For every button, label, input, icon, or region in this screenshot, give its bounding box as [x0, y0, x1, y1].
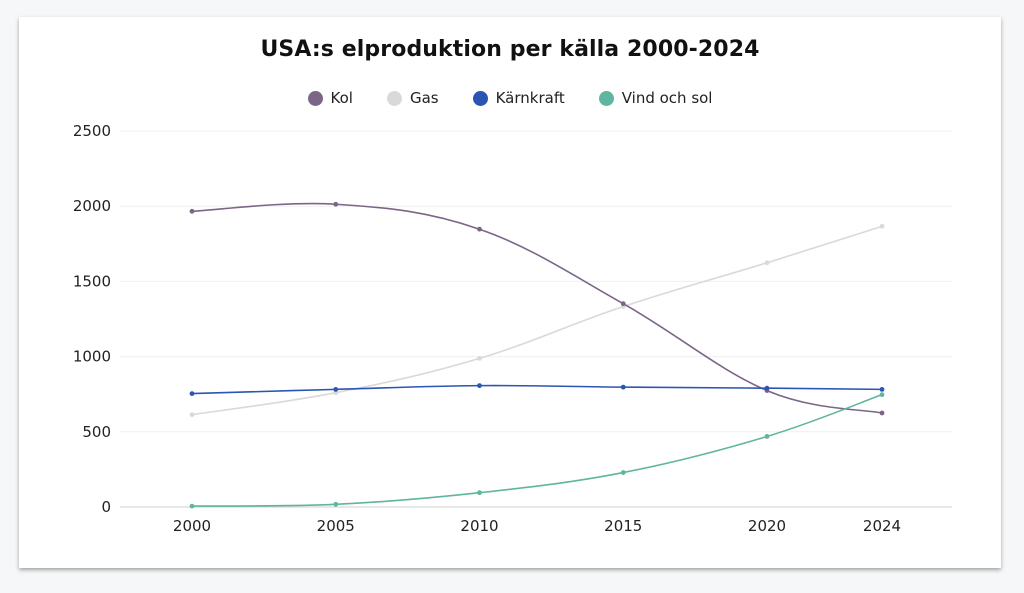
chart-card: USA:s elproduktion per källa 2000-2024 K…: [19, 17, 1001, 568]
data-point-gas-2024: [879, 223, 885, 229]
x-tick-label-2020: 2020: [748, 517, 786, 535]
data-point-gas-2020: [764, 260, 770, 266]
data-point-vind-och-sol-2024: [879, 392, 885, 398]
data-point-vind-och-sol-2000: [189, 503, 195, 509]
data-point-kol-2010: [477, 226, 482, 232]
data-point-vind-och-sol-2005: [333, 501, 339, 507]
y-tick-label-2500: 2500: [73, 122, 111, 140]
data-point-kol-2015: [620, 301, 626, 307]
legend-item-karnkraft[interactable]: Kärnkraft: [472, 89, 565, 107]
legend-swatch-gas: [386, 90, 402, 106]
data-point-kol-2024: [879, 410, 885, 416]
chart-legend: Kol Gas Kärnkraft Vind och sol: [19, 89, 1001, 107]
data-point-karnkraft-2024: [879, 386, 885, 392]
data-point-gas-2005: [333, 390, 339, 396]
data-point-karnkraft-2020: [764, 385, 770, 391]
x-tick-label-2005: 2005: [317, 517, 355, 535]
data-point-vind-och-sol-2020: [764, 434, 770, 439]
x-tick-label-2024: 2024: [863, 517, 901, 535]
data-point-kol-2005: [333, 201, 339, 207]
y-tick-label-500: 500: [82, 423, 111, 441]
data-point-gas-2010: [477, 356, 482, 361]
legend-item-kol[interactable]: Kol: [307, 89, 353, 107]
legend-swatch-kol: [307, 90, 323, 106]
y-tick-label-1000: 1000: [73, 348, 111, 366]
line-chart-plot: 0 500 1000 1500 2000 2500 2000 2005 2010 2015 2020…: [73, 122, 952, 535]
data-point-karnkraft-2000: [189, 391, 195, 396]
chart-title: USA:s elproduktion per källa 2000-2024: [260, 37, 760, 62]
series-line-karnkraft: [191, 384, 883, 395]
y-tick-label-1500: 1500: [73, 272, 111, 290]
series-line-kol: [191, 202, 883, 414]
data-point-kol-2000: [189, 208, 195, 214]
data-point-karnkraft-2015: [620, 384, 626, 390]
x-tick-label-2015: 2015: [604, 517, 642, 535]
data-point-vind-och-sol-2015: [620, 470, 626, 475]
legend-label-gas: Gas: [409, 89, 439, 107]
legend-swatch-vind-och-sol: [598, 90, 614, 106]
y-tick-label-2000: 2000: [73, 197, 111, 215]
y-tick-label-0: 0: [101, 498, 111, 516]
legend-label-kol: Kol: [330, 89, 353, 107]
legend-item-vind-och-sol[interactable]: Vind och sol: [598, 89, 713, 107]
data-point-gas-2000: [189, 412, 195, 418]
legend-swatch-karnkraft: [472, 90, 488, 106]
series-line-vind-och-sol: [191, 393, 883, 507]
legend-item-gas[interactable]: Gas: [386, 89, 439, 107]
data-point-karnkraft-2010: [477, 383, 482, 389]
x-tick-label-2000: 2000: [173, 517, 211, 535]
data-point-vind-och-sol-2010: [477, 490, 482, 496]
legend-label-vind-och-sol: Vind och sol: [621, 89, 713, 107]
legend-label-karnkraft: Kärnkraft: [495, 89, 565, 107]
data-point-karnkraft-2005: [333, 386, 339, 392]
x-tick-label-2010: 2010: [460, 517, 498, 535]
